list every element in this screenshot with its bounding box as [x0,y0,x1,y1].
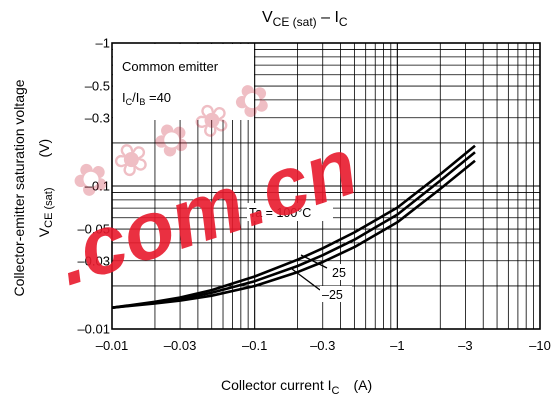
series-label-minus25: –25 [322,288,343,302]
chart-title: VCE (sat) – IC [262,9,348,29]
ic-ib-ratio-label: IC/IB =40 [122,90,171,107]
series-label-25: 25 [332,266,346,280]
y-tick-label: –0.05 [77,222,110,237]
leader-25 [300,254,328,269]
y-tick-label: –0.03 [77,253,110,268]
x-tick-label: –0.03 [164,338,197,353]
annotation-box [113,44,254,120]
y-tick-labels: –1 –0.5 –0.3 –0.1 –0.05 –0.03 –0.01 [77,36,110,337]
plot-frame [111,42,541,330]
label-25-bg [328,264,354,280]
curve-series-2 [111,159,476,309]
x-tick-labels: –0.01 –0.03 –0.1 –0.3 –1 –3 –10 [96,338,551,353]
x-tick-label: –1 [390,338,404,353]
x-tick-label: –10 [529,338,551,353]
y-axis-label-line2: VCE (sat)(V) [36,139,55,237]
label-minus25-bg [320,286,352,302]
x-tick-label: –3 [458,338,472,353]
curve-series-1 [111,151,476,309]
y-tick-label: –0.1 [85,179,110,194]
x-tick-label: –0.3 [310,338,335,353]
y-axis-label: Collector-emitter saturation voltage VCE… [11,79,55,296]
y-axis-label-line1: Collector-emitter saturation voltage [11,79,27,296]
x-tick-label: –0.1 [242,338,267,353]
ta-100c-label: Ta = 100°C [249,206,311,220]
curves [111,144,476,309]
x-tick-label: –0.01 [96,338,129,353]
ta-label-bg [247,203,333,221]
common-emitter-label: Common emitter [122,59,219,74]
y-tick-label: –0.5 [85,79,110,94]
x-axis-label: Collector current IC (A) [221,377,372,397]
y-tick-label: –0.01 [77,322,110,337]
leader-minus25 [291,268,321,291]
y-tick-label: –0.3 [85,110,110,125]
y-tick-label: –1 [96,36,110,51]
